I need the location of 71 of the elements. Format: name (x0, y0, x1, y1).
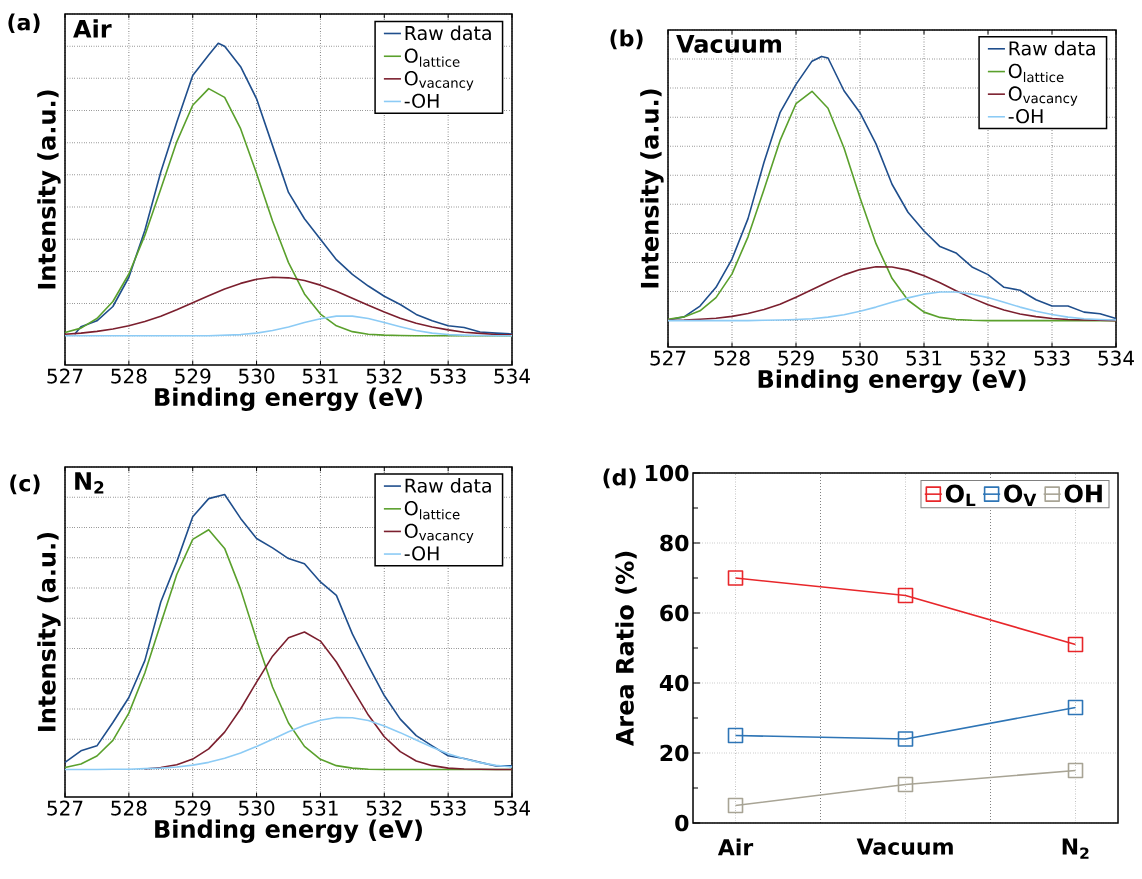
point (1067, 636, 1084, 653)
y-tick-label: 0 (675, 814, 689, 832)
legend-label: -OH (1008, 108, 1043, 124)
legend-label: Raw data (405, 478, 491, 493)
point (727, 727, 744, 744)
x-axis-title: Binding energy (eV) (155, 387, 422, 411)
point (897, 731, 914, 747)
x-tick-label: 528 (714, 350, 750, 366)
x-tick-label: 533 (430, 368, 466, 384)
point (897, 776, 914, 793)
x-tick-label: 528 (111, 800, 147, 816)
legend-label: Raw data (405, 25, 491, 41)
legend-label: O$_{vacancy}$ (404, 523, 474, 544)
x-tick-label: 531 (302, 800, 338, 816)
legend-label: O$_{lattice}$ (1008, 63, 1064, 83)
text: (d) (603, 468, 636, 489)
x-tick-label: 532 (366, 800, 402, 816)
y-axis-title: Area Ratio (%) (615, 551, 637, 747)
point (1067, 699, 1084, 716)
x-tick-label: 528 (111, 368, 147, 384)
chart-title: Vacuum (676, 35, 782, 53)
legend-label: Raw data (1009, 40, 1095, 56)
x-tick-label: 529 (175, 800, 211, 816)
legend-label: -OH (404, 93, 439, 109)
x-tick-label: 529 (175, 368, 211, 384)
x-tick-label: 532 (970, 350, 1006, 366)
y-tick-label: 40 (659, 674, 689, 692)
x-tick-label: Vacuum (856, 838, 953, 855)
x-tick-label: 533 (1034, 350, 1070, 366)
x-tick-label: 531 (302, 368, 338, 384)
x-tick-label: 530 (239, 800, 275, 816)
legend-label: O$_{V}$ (1004, 484, 1037, 507)
x-axis-title: Binding energy (eV) (155, 819, 422, 843)
y-tick-label: 60 (660, 604, 689, 622)
text: (a) (8, 13, 40, 34)
legend-label: -OH (404, 546, 439, 561)
point (727, 570, 744, 586)
chart-title: N$_{2}$ (75, 472, 104, 494)
x-tick-label: 530 (842, 350, 878, 366)
text: (c) (10, 474, 40, 495)
y-axis-title: Intensity (a.u.) (37, 90, 61, 289)
point (897, 587, 914, 604)
y-axis-title: Intensity (a.u.) (37, 532, 61, 731)
x-tick-label: 531 (906, 350, 942, 366)
x-tick-label: 534 (494, 368, 530, 384)
legend-label: O$_{vacancy}$ (404, 71, 474, 91)
chart-title: Air (73, 19, 112, 38)
x-tick-label: 527 (47, 800, 83, 816)
point (1067, 762, 1084, 779)
text: (b) (610, 29, 643, 50)
x-tick-label: Air (717, 838, 754, 856)
legend-label: O$_{lattice}$ (404, 48, 460, 67)
x-tick-label: 529 (778, 350, 814, 366)
y-axis-title: Intensity (a.u.) (640, 89, 664, 288)
y-tick-label: 80 (660, 534, 689, 552)
legend-label: OH (1064, 484, 1102, 503)
x-tick-label: N$_{2}$ (1062, 838, 1089, 859)
x-tick-label: 534 (494, 800, 530, 816)
y-tick-label: 100 (646, 464, 689, 482)
x-tick-label: 533 (430, 800, 466, 816)
x-tick-label: 527 (650, 350, 686, 366)
legend-label: O$_{lattice}$ (404, 501, 460, 520)
x-tick-label: 534 (1098, 350, 1134, 366)
x-tick-label: 530 (239, 368, 275, 384)
x-tick-label: 532 (366, 368, 402, 384)
legend-label: O$_{vacancy}$ (1008, 86, 1078, 106)
y-tick-label: 20 (660, 744, 689, 762)
legend-label: O$_{L}$ (945, 484, 976, 507)
point (727, 797, 744, 814)
x-tick-label: 527 (47, 368, 83, 384)
x-axis-title: Binding energy (eV) (758, 369, 1026, 393)
